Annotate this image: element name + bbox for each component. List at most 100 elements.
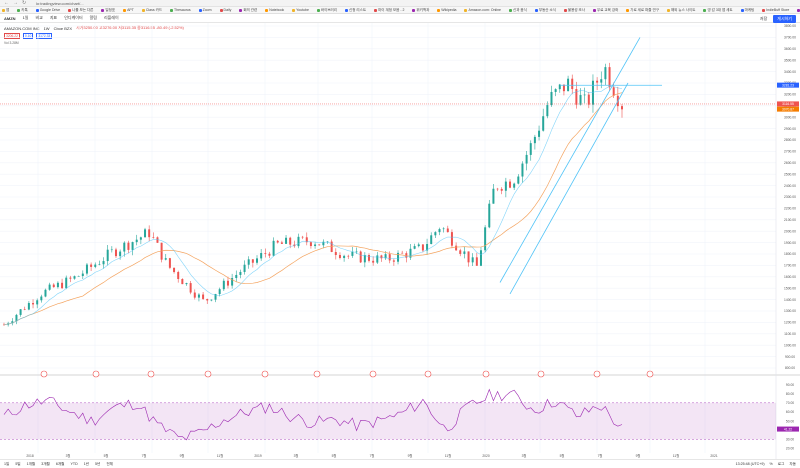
bookmark-favicon-icon xyxy=(68,8,72,12)
bookmark-item[interactable]: 신과 음식 xyxy=(508,8,527,13)
price-axis-label: 1500.00 xyxy=(784,286,796,290)
earnings-event-icon[interactable] xyxy=(646,370,654,378)
bookmark-label: APT xyxy=(127,8,134,12)
bookmark-favicon-icon xyxy=(374,8,378,12)
bottom-right-controls: 13:25:48 (UTC+9) % 로그 자동 xyxy=(736,462,796,467)
bookmark-item[interactable]: 부동산 소식 xyxy=(534,8,556,13)
legend-chip-sell[interactable]: 3206.22 xyxy=(4,33,20,39)
bookmark-item[interactable]: 회의 관련 xyxy=(239,8,257,13)
bookmark-item[interactable]: Daily xyxy=(219,8,231,12)
range-3m[interactable]: 3개월 xyxy=(41,461,50,466)
price-axis-label: 2600.00 xyxy=(784,161,796,165)
bookmark-item[interactable]: 바이브러리 xyxy=(316,8,337,13)
bookmark-favicon-icon xyxy=(292,8,296,12)
bookmark-item[interactable]: 영 감 3대 앱 세트 xyxy=(703,8,733,13)
bookmark-favicon-icon xyxy=(534,8,538,12)
bookmark-item[interactable]: Thesaurus xyxy=(170,8,191,12)
browser-address-bar: ← → ↻ kr.tradingview.com/chart/... xyxy=(0,0,800,7)
bookmark-item[interactable]: 신청 리스트 xyxy=(345,8,366,13)
range-1m[interactable]: 1개월 xyxy=(26,461,36,466)
bookmark-item[interactable]: Wikipedia xyxy=(437,8,456,12)
bookmark-item[interactable]: Zoom xyxy=(198,8,212,12)
auto-toggle[interactable]: 자동 xyxy=(789,462,796,466)
candle-body xyxy=(152,237,155,238)
reload-icon[interactable]: ↻ xyxy=(22,0,27,6)
toolbar-item-indicators[interactable]: 지표 xyxy=(49,15,58,20)
legend-chip-buy[interactable]: 3172.33 xyxy=(36,33,53,39)
bookmark-item[interactable]: 마케팅 xyxy=(740,7,755,13)
earnings-event-icon[interactable] xyxy=(92,370,100,378)
log-toggle[interactable]: 로그 xyxy=(777,462,785,466)
toolbar-item-replay[interactable]: 리플레이 xyxy=(104,15,119,20)
earnings-event-icon[interactable] xyxy=(261,370,269,378)
earnings-event-icon[interactable] xyxy=(313,370,321,378)
symbol-search-button[interactable]: AMZN xyxy=(4,15,16,21)
candle-body xyxy=(32,303,35,305)
candle-body xyxy=(189,283,192,293)
range-5d[interactable]: 5일 xyxy=(15,461,21,466)
candle-body xyxy=(168,258,171,268)
price-tag-level xyxy=(777,82,799,88)
back-icon[interactable]: ← xyxy=(4,0,9,6)
trendline-drawing[interactable] xyxy=(499,37,641,283)
toolbar-item-alert[interactable]: 알림 xyxy=(89,15,97,20)
bookmark-item[interactable]: 무료 교육 강좌 xyxy=(593,8,618,13)
price-axis-label: 3200.00 xyxy=(784,93,796,97)
earnings-event-icon[interactable] xyxy=(204,370,212,378)
bookmark-label: 가로 세로 퍼즐 연구 xyxy=(630,7,659,12)
bookmark-item[interactable]: 불용성 조사 xyxy=(563,8,585,13)
bookmark-item[interactable]: Amazon.com: Online xyxy=(464,8,501,12)
range-all[interactable]: 전체 xyxy=(106,461,113,466)
percent-toggle[interactable]: % xyxy=(769,462,773,466)
candle-body xyxy=(579,95,582,105)
candle-body xyxy=(156,237,159,243)
toolbar-item-templates[interactable]: 인디케이터 xyxy=(64,15,83,20)
earnings-event-icon[interactable] xyxy=(482,370,490,378)
bookmark-item[interactable]: Google Drive xyxy=(35,8,60,12)
candle-body xyxy=(459,250,462,254)
time-axis-label: 5월 xyxy=(332,453,337,458)
range-6m[interactable]: 6개월 xyxy=(55,461,65,466)
bookmark-item[interactable]: 나를 보는 다른 xyxy=(68,8,93,13)
bookmark-item[interactable]: 카톡 xyxy=(17,8,28,13)
earnings-event-icon[interactable] xyxy=(147,370,155,378)
bookmark-item[interactable]: 마이 계정 모음 - 2 xyxy=(374,8,404,13)
bookmark-item[interactable]: IndieBuff Store xyxy=(762,8,789,12)
time-axis-label: 2018 xyxy=(26,454,34,458)
forward-icon[interactable]: → xyxy=(13,0,18,6)
bookmark-label: 마케팅 xyxy=(744,7,755,12)
bookmark-favicon-icon xyxy=(219,8,223,12)
price-axis-label: 2400.00 xyxy=(784,184,796,188)
earnings-event-icon[interactable] xyxy=(537,370,545,378)
time-axis-label: 5월 xyxy=(560,453,565,458)
range-ytd[interactable]: YTD xyxy=(70,462,78,466)
bookmark-item[interactable]: Class 카드 xyxy=(141,8,162,13)
time-axis-label: 11월 xyxy=(673,453,679,458)
earnings-event-icon[interactable] xyxy=(424,370,432,378)
bookmark-item[interactable]: 앱 xyxy=(2,8,9,13)
bookmark-item[interactable]: 영어 사전 모음 xyxy=(797,8,800,13)
legend-indicators[interactable]: Vol 3.28M xyxy=(4,41,19,45)
url-text[interactable]: kr.tradingview.com/chart/... xyxy=(36,0,84,6)
bookmark-item[interactable]: Youtube xyxy=(292,8,309,12)
earnings-event-icon[interactable] xyxy=(369,370,377,378)
bookmark-favicon-icon xyxy=(797,8,800,12)
range-1d[interactable]: 1일 xyxy=(4,461,10,466)
bookmark-item[interactable]: 위키백과 xyxy=(412,8,429,13)
trendline-drawing[interactable] xyxy=(509,82,629,295)
toolbar-item-compare[interactable]: 비교 xyxy=(35,15,43,20)
bookmark-item[interactable]: Notebook xyxy=(265,8,284,12)
bookmark-item[interactable]: APT xyxy=(123,8,134,12)
bookmark-item[interactable]: 해외 뉴스 사이트 xyxy=(666,8,695,13)
earnings-event-icon[interactable] xyxy=(40,370,48,378)
save-button[interactable]: 저장 xyxy=(759,16,768,21)
price-chart[interactable]: 3800.003700.003600.003500.003400.003300.… xyxy=(0,23,800,459)
bookmark-item[interactable]: 일정표 xyxy=(101,8,115,13)
candle-body xyxy=(583,94,586,96)
publish-button[interactable]: 게시하기 xyxy=(773,15,796,23)
bookmark-item[interactable]: 가로 세로 퍼즐 연구 xyxy=(626,8,659,13)
earnings-event-icon[interactable] xyxy=(593,370,601,378)
range-5y[interactable]: 5년 xyxy=(95,461,101,466)
toolbar-item-interval[interactable]: 1일 xyxy=(22,15,29,20)
range-1y[interactable]: 1년 xyxy=(83,461,89,466)
